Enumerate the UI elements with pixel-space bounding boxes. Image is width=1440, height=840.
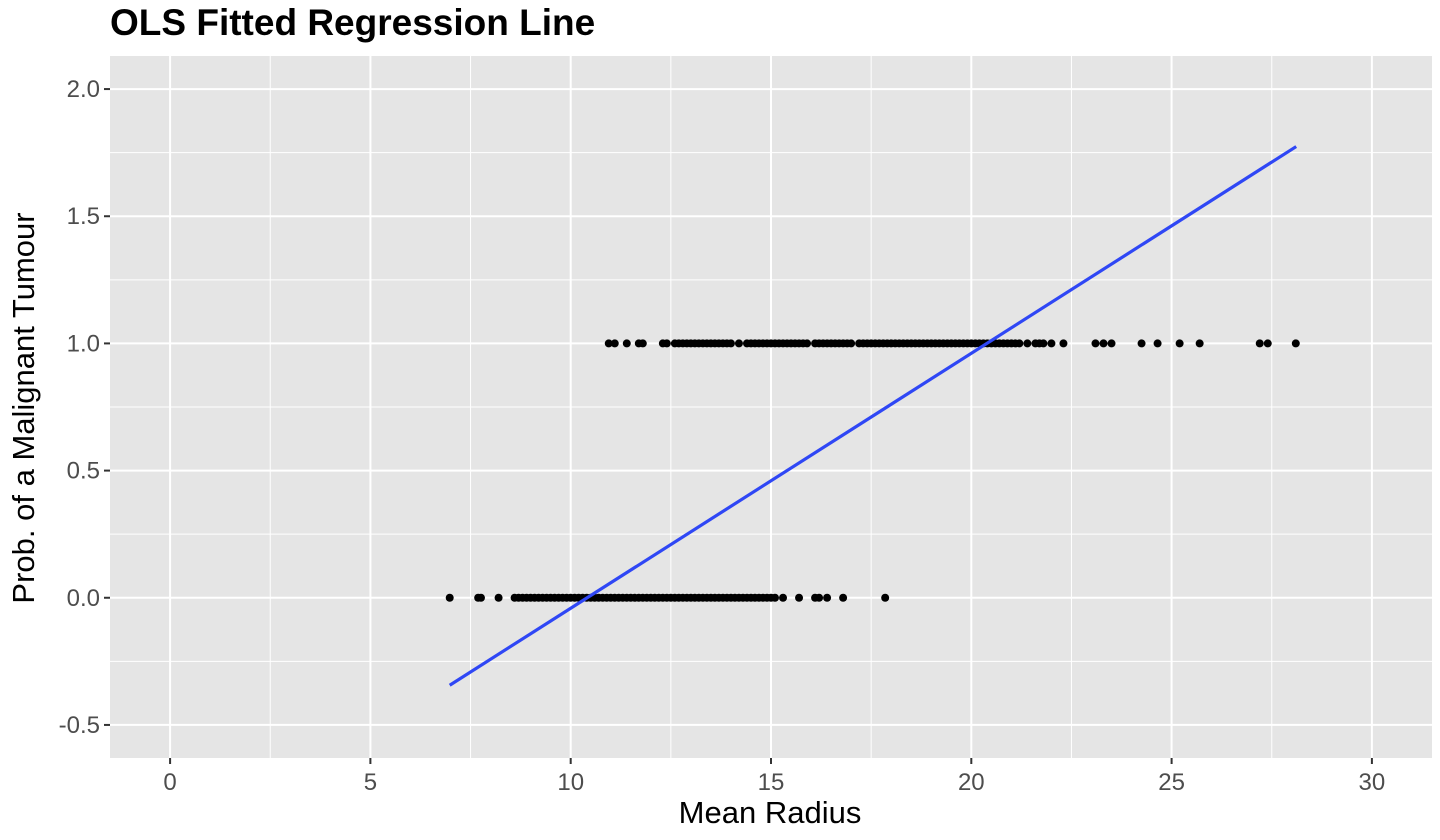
x-tick-label: 10 — [557, 769, 584, 796]
y-axis-title: Prob. of a Malignant Tumour — [6, 212, 41, 603]
y-tick-label: 1.0 — [67, 330, 100, 357]
chart-title: OLS Fitted Regression Line — [110, 2, 596, 43]
data-point — [839, 593, 848, 602]
data-point — [1023, 339, 1032, 348]
data-point — [476, 593, 485, 602]
y-tick-label: 0.5 — [67, 458, 100, 485]
major-gridlines — [110, 56, 1432, 758]
data-point — [610, 339, 619, 348]
y-tick-label: 0.0 — [67, 585, 100, 612]
data-point — [815, 593, 824, 602]
data-point — [1091, 339, 1100, 348]
y-axis: -0.5 0.0 0.5 1.0 1.5 2.0 — [59, 76, 110, 739]
data-point — [1099, 339, 1108, 348]
data-point — [881, 593, 890, 602]
x-tick-label: 0 — [163, 769, 176, 796]
data-point — [1175, 339, 1184, 348]
y-tick-label: 1.5 — [67, 203, 100, 230]
data-point — [795, 593, 804, 602]
data-point — [662, 339, 671, 348]
data-point — [1263, 339, 1272, 348]
x-tick-label: 20 — [958, 769, 985, 796]
x-axis-title: Mean Radius — [679, 795, 862, 830]
data-point — [1107, 339, 1116, 348]
data-point — [823, 593, 832, 602]
data-point — [445, 593, 454, 602]
data-point — [1047, 339, 1056, 348]
data-point — [622, 339, 631, 348]
x-tick-label: 30 — [1359, 769, 1386, 796]
y-tick-label: -0.5 — [59, 712, 100, 739]
data-point — [604, 339, 613, 348]
data-point — [803, 339, 812, 348]
data-point — [1059, 339, 1068, 348]
data-point — [638, 339, 647, 348]
data-point — [1039, 339, 1048, 348]
data-point — [726, 339, 735, 348]
data-point — [779, 593, 788, 602]
x-axis: 0 5 10 15 20 25 30 — [163, 758, 1385, 796]
data-point — [1255, 339, 1264, 348]
data-point — [494, 593, 503, 602]
data-point — [1153, 339, 1162, 348]
fitted-line-layer — [448, 145, 1298, 687]
data-point — [1195, 339, 1204, 348]
data-point — [1291, 339, 1300, 348]
data-point — [771, 593, 780, 602]
data-point — [847, 339, 856, 348]
x-tick-label: 5 — [364, 769, 377, 796]
data-point — [1137, 339, 1146, 348]
fitted-regression-line — [448, 145, 1298, 687]
x-tick-label: 15 — [758, 769, 785, 796]
data-point — [1015, 339, 1024, 348]
y-tick-label: 2.0 — [67, 76, 100, 103]
data-point — [734, 339, 743, 348]
data-points — [445, 339, 1300, 602]
x-tick-label: 25 — [1158, 769, 1185, 796]
